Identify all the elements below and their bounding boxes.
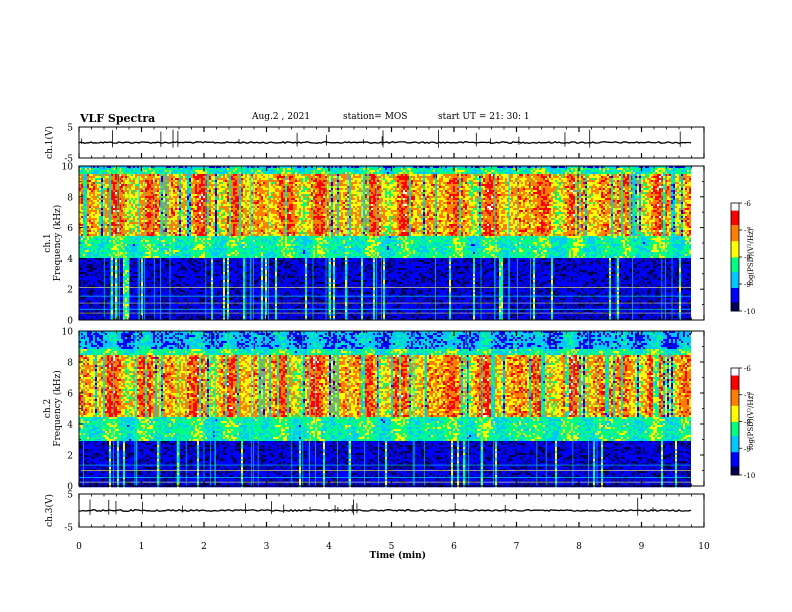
- x-tick-label: 7: [514, 542, 520, 552]
- colorbar-tick-label: -10: [744, 308, 755, 316]
- y-tick-label: -5: [64, 524, 73, 534]
- y-tick-label: 5: [67, 491, 73, 501]
- x-tick-label: 0: [76, 542, 82, 552]
- x-tick-label: 9: [639, 542, 645, 552]
- y-tick-label: 10: [62, 328, 74, 338]
- x-tick-label: 1: [139, 542, 145, 552]
- y-tick-label: 4: [67, 255, 73, 265]
- x-tick-label: 4: [326, 542, 332, 552]
- colorbar-label: log(PSD)(V²/Hz): [747, 228, 755, 285]
- y-tick-label: 5: [67, 124, 73, 134]
- x-tick-label: 3: [264, 542, 270, 552]
- y-tick-label: 0: [67, 317, 73, 327]
- spectrogram-ch1_spectrum: [79, 166, 704, 320]
- colorbar-tick-label: -6: [744, 200, 751, 208]
- y-tick-label: 8: [67, 193, 73, 203]
- spectrogram-ch2_spectrum: [79, 331, 704, 487]
- y-tick-label: 8: [67, 359, 73, 369]
- y-tick-label: 6: [67, 390, 73, 400]
- colorbar-tick-label: -6: [744, 365, 751, 373]
- y-tick-label: 2: [67, 286, 73, 296]
- colorbar-label: log(PSD)(V²/Hz): [747, 393, 755, 450]
- y-axis-label: ch.3(V): [44, 494, 55, 527]
- x-tick-label: 10: [698, 542, 710, 552]
- y-axis-label: ch.1: [43, 233, 53, 252]
- waveform-trace: [79, 142, 691, 144]
- y-tick-label: 4: [67, 421, 73, 431]
- vlf-spectra-chart: 5-5ch.1(V)0246810ch.1 Frequency (kHz)0246…: [0, 0, 792, 612]
- y-tick-label: 10: [62, 163, 74, 173]
- y-tick-label: 2: [67, 452, 73, 462]
- y-axis-label: ch.1(V): [44, 126, 55, 159]
- x-tick-label: 6: [451, 542, 457, 552]
- waveform-trace: [79, 510, 691, 512]
- y-tick-label: 6: [67, 224, 73, 234]
- colorbar-tick-label: -10: [744, 472, 755, 480]
- x-tick-label: 2: [201, 542, 207, 552]
- waveform-ch1_waveform: [79, 130, 691, 148]
- y-axis-label: ch.2: [43, 399, 53, 418]
- y-axis-label: Frequency (kHz): [52, 370, 63, 447]
- waveform-ch3_waveform: [79, 498, 691, 516]
- x-axis-label: Time (min): [369, 550, 426, 561]
- y-axis-label: Frequency (kHz): [52, 205, 63, 282]
- x-tick-label: 8: [576, 542, 582, 552]
